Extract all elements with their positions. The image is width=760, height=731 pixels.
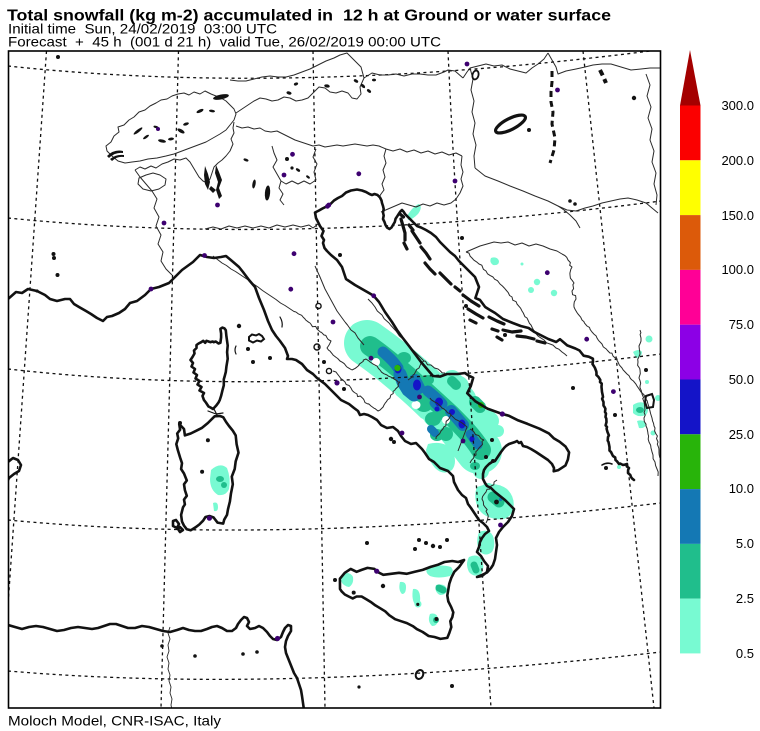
svg-text:10.0: 10.0: [729, 481, 754, 496]
svg-text:Moloch Model, CNR-ISAC, Italy: Moloch Model, CNR-ISAC, Italy: [8, 714, 221, 729]
svg-text:200.0: 200.0: [721, 153, 754, 168]
svg-text:300.0: 300.0: [721, 98, 754, 113]
svg-text:Forecast + 45 h (001 d 21 h: Forecast + 45 h (001 d 21 h) valid Tue, …: [8, 35, 441, 50]
svg-text:Initial time Sun, 24/02/2019: Initial time Sun, 24/02/2019 03:00 UTC: [8, 22, 277, 37]
svg-text:25.0: 25.0: [729, 427, 754, 442]
svg-text:150.0: 150.0: [721, 208, 754, 223]
svg-text:100.0: 100.0: [721, 262, 754, 277]
svg-text:5.0: 5.0: [736, 536, 754, 551]
svg-text:2.5: 2.5: [736, 591, 754, 606]
svg-text:75.0: 75.0: [729, 317, 754, 332]
svg-text:0.5: 0.5: [736, 646, 754, 661]
svg-text:Total snowfall (kg m-2) accumu: Total snowfall (kg m-2) accumulated in 1…: [7, 8, 611, 25]
svg-text:50.0: 50.0: [729, 372, 754, 387]
